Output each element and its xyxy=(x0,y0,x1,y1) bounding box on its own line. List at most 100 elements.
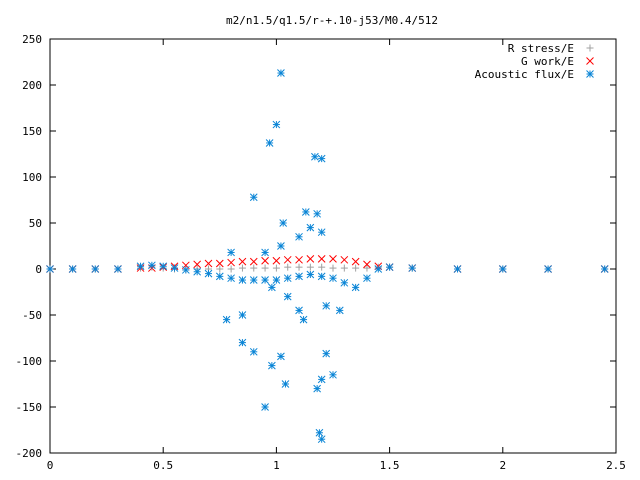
data-point xyxy=(238,276,247,284)
data-point xyxy=(268,361,276,370)
data-point xyxy=(277,69,285,77)
data-point xyxy=(272,256,281,265)
data-point xyxy=(261,264,269,272)
data-point xyxy=(277,242,285,250)
data-point xyxy=(306,263,314,271)
data-point xyxy=(283,292,292,301)
data-point xyxy=(453,265,462,273)
data-point xyxy=(215,272,224,281)
data-point xyxy=(283,274,292,283)
data-point xyxy=(46,265,54,273)
data-point xyxy=(249,276,258,284)
legend-marker xyxy=(586,70,594,78)
data-point xyxy=(159,262,168,271)
data-point xyxy=(329,274,337,283)
data-point xyxy=(268,283,276,292)
data-point xyxy=(340,264,348,272)
series-3 xyxy=(46,69,609,444)
data-point xyxy=(318,263,326,271)
data-point xyxy=(317,255,326,263)
data-point xyxy=(311,152,319,161)
data-point xyxy=(306,270,315,279)
data-point xyxy=(295,263,303,271)
data-point xyxy=(317,375,326,384)
series-1 xyxy=(46,263,609,274)
y-tick-label: -150 xyxy=(16,401,43,414)
y-tick-label: -200 xyxy=(16,447,43,460)
data-point xyxy=(283,255,292,264)
data-point xyxy=(281,380,290,388)
data-point xyxy=(340,255,349,264)
legend-label: G work/E xyxy=(521,55,574,68)
data-point xyxy=(313,209,322,218)
data-point xyxy=(238,257,247,266)
data-point xyxy=(91,265,100,273)
data-point xyxy=(114,265,122,273)
chart-title: m2/n1.5/q1.5/r-+.10-j53/M0.4/512 xyxy=(226,14,438,27)
data-point xyxy=(317,228,326,237)
data-point xyxy=(238,338,247,347)
data-point xyxy=(315,428,324,437)
data-point xyxy=(216,265,224,273)
data-point xyxy=(193,260,202,269)
y-tick-label: 50 xyxy=(29,217,42,230)
data-point xyxy=(363,260,371,269)
data-point xyxy=(68,265,77,273)
y-tick-label: 150 xyxy=(22,125,42,138)
data-point xyxy=(329,255,337,263)
data-point xyxy=(261,403,269,411)
data-point xyxy=(227,258,235,267)
data-point xyxy=(227,265,235,273)
data-point xyxy=(351,257,360,266)
x-tick-label: 2 xyxy=(499,459,506,472)
data-point xyxy=(148,261,156,270)
data-point xyxy=(227,274,235,283)
data-point xyxy=(181,266,190,274)
data-point xyxy=(306,223,315,232)
x-tick-label: 1 xyxy=(273,459,280,472)
data-point xyxy=(374,265,383,273)
data-point xyxy=(351,283,360,292)
legend-marker xyxy=(586,44,594,52)
data-point xyxy=(299,315,308,324)
data-point xyxy=(498,265,507,273)
legend-marker xyxy=(586,57,594,65)
data-point xyxy=(265,139,274,147)
plot-area-frame xyxy=(49,38,617,454)
data-point xyxy=(249,347,258,356)
data-point xyxy=(193,267,202,276)
y-tick-label: 100 xyxy=(22,171,42,184)
data-point xyxy=(272,264,280,272)
data-point xyxy=(295,272,303,281)
data-point xyxy=(238,311,247,319)
data-point xyxy=(363,274,371,283)
x-tick-label: 1.5 xyxy=(380,459,400,472)
y-tick-label: 250 xyxy=(22,33,42,46)
data-point xyxy=(222,315,231,324)
data-point xyxy=(249,193,258,202)
data-point xyxy=(335,306,344,315)
data-point xyxy=(295,306,303,315)
data-point xyxy=(600,265,609,273)
legend-label: Acoustic flux/E xyxy=(475,68,574,81)
data-point xyxy=(136,262,145,271)
legend-label: R stress/E xyxy=(508,42,574,55)
data-point xyxy=(306,255,315,263)
y-tick-label: 0 xyxy=(35,263,42,276)
data-point xyxy=(352,264,360,272)
data-point xyxy=(277,352,285,361)
data-point xyxy=(295,232,303,241)
data-point xyxy=(317,435,326,444)
data-point xyxy=(204,259,213,268)
data-point xyxy=(279,219,288,227)
data-point xyxy=(261,256,269,265)
data-point xyxy=(272,120,281,129)
data-point xyxy=(544,265,552,273)
data-point xyxy=(295,255,303,264)
y-tick-label: 200 xyxy=(22,79,42,92)
data-point xyxy=(322,301,331,310)
data-point xyxy=(261,276,269,284)
data-point xyxy=(329,264,337,272)
